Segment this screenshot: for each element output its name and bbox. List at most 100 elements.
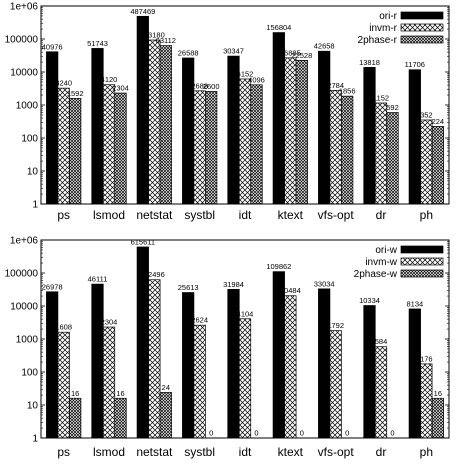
- chart-2-data-label-ori-w-idt: 31984: [223, 280, 244, 289]
- chart-1-legend-swatch-invm-r: [400, 23, 444, 32]
- chart-1-bar-invm-r-idt: [238, 78, 252, 205]
- chart-2-bar-invm-w-systbl: [193, 324, 206, 439]
- chart-1-bar-2phase-r-ph: [431, 126, 444, 205]
- chart-bottom-write: 1 10 100 1000 10000 100000 1e+06 26978 1608 16 ps 4…: [5, 236, 450, 459]
- chart-1-data-label-2phase-r-ps: 1592: [67, 89, 84, 98]
- chart-1-data-label-2phase-r-systbl: 2600: [203, 82, 220, 91]
- chart-1-xtick-label: ps: [57, 208, 70, 222]
- chart-2-ytick-label: 1000: [16, 335, 39, 346]
- chart-1-ytick-label: 1000: [16, 101, 39, 112]
- chart-2-data-label-ori-w-systbl: 25613: [178, 283, 199, 292]
- chart-2-legend-swatch-ori-w: [400, 245, 444, 254]
- chart-1-data-label-ori-r-ps: 40976: [42, 42, 63, 51]
- chart-1-ytick-label: 100000: [5, 35, 39, 46]
- chart-2-data-label-invm-w-ph: 176: [420, 354, 433, 363]
- chart-2-bar-ori-w-systbl: [182, 292, 195, 439]
- chart-1-bar-ori-r-dr: [363, 67, 376, 205]
- chart-1-bar-ori-r-systbl: [182, 57, 195, 205]
- chart-1-data-label-ori-r-dr: 13818: [359, 58, 380, 67]
- chart-2-data-label-2phase-w-ps: 16: [71, 389, 79, 398]
- chart-2-data-label-ori-w-dr: 10334: [359, 296, 380, 305]
- chart-1-data-label-invm-r-ktext: 26885: [280, 48, 301, 57]
- chart-2-xtick-label: vfs-opt: [318, 445, 355, 459]
- chart-1-xtick-label: vfs-opt: [318, 208, 355, 222]
- chart-1-data-label-ori-r-systbl: 26588: [178, 48, 199, 57]
- chart-1-bar-ori-r-vfs-opt: [318, 50, 331, 205]
- chart-1-bar-2phase-r-systbl: [205, 90, 218, 205]
- chart-2-legend-label-2phase-w: 2phase-w: [354, 269, 398, 280]
- chart-1-bar-invm-r-netstat: [148, 39, 161, 205]
- chart-1-xtick-label: systbl: [184, 208, 215, 222]
- chart-1-data-label-ori-r-netstat: 487469: [130, 7, 155, 16]
- chart-2-bar-ori-w-vfs-opt: [318, 288, 331, 439]
- chart-1-ytick-label: 10000: [10, 68, 38, 79]
- chart-2-bar-invm-w-dr: [374, 346, 388, 439]
- chart-2-ytick-label: 100000: [5, 269, 39, 280]
- chart-2-data-label-ori-w-ktext: 109862: [266, 262, 291, 271]
- chart-2-data-label-2phase-w-vfs-opt: 0: [345, 429, 349, 438]
- chart-1-bar-2phase-r-dr: [386, 112, 399, 205]
- chart-2-xtick-label: dr: [376, 445, 387, 459]
- chart-1-bar-ori-r-ph: [408, 69, 421, 205]
- chart-1-plot-frame: [40, 5, 450, 205]
- chart-1-bar-2phase-r-ps: [69, 97, 82, 205]
- chart-1-bar-2phase-r-ktext: [295, 60, 308, 205]
- chart-2-data-label-2phase-w-ph: 16: [434, 389, 442, 398]
- chart-1-data-label-2phase-r-dr: 592: [386, 103, 399, 112]
- chart-2-bar-invm-w-idt: [238, 318, 252, 439]
- chart-2-xtick-label: ps: [57, 445, 70, 459]
- chart-2-data-label-invm-w-ktext: 20484: [280, 286, 301, 295]
- chart-1-xtick-label: ph: [420, 208, 433, 222]
- chart-1-bar-ori-r-ktext: [272, 32, 285, 205]
- chart-1-data-label-2phase-r-idt: 4096: [248, 75, 265, 84]
- chart-2-data-label-2phase-w-netstat: 24: [162, 383, 170, 392]
- chart-2-legend-label-ori-w: ori-w: [375, 245, 397, 256]
- chart-2-data-label-2phase-w-dr: 0: [390, 429, 394, 438]
- chart-1-data-label-ori-r-vfs-opt: 42658: [314, 42, 335, 51]
- chart-1-data-label-2phase-r-vfs-opt: 1856: [339, 87, 356, 96]
- chart-2-bar-invm-w-ph: [420, 363, 433, 439]
- chart-1-data-label-2phase-r-ktext: 22528: [291, 51, 312, 60]
- chart-2-data-label-ori-w-ph: 8134: [406, 299, 423, 308]
- chart-1-bar-2phase-r-vfs-opt: [341, 95, 354, 205]
- chart-2-bar-2phase-w-ph: [431, 397, 444, 439]
- chart-1-xtick-label: netstat: [136, 208, 173, 222]
- chart-1-data-label-invm-r-netstat: 93180: [144, 31, 165, 40]
- chart-2-bar-invm-w-ktext: [284, 295, 297, 439]
- chart-2-bar-2phase-w-ps: [69, 397, 82, 439]
- chart-2-bar-invm-w-vfs-opt: [329, 330, 342, 439]
- chart-2-bar-invm-w-lsmod: [102, 326, 116, 439]
- chart-2-data-label-2phase-w-lsmod: 16: [116, 389, 124, 398]
- chart-2-bar-ori-w-ps: [46, 291, 59, 439]
- chart-2-legend-swatch-2phase-w: [400, 269, 444, 278]
- chart-2-data-label-ori-w-lsmod: 46111: [88, 275, 108, 284]
- chart-2-legend-label-invm-w: invm-w: [365, 257, 397, 268]
- chart-2-data-label-ori-w-netstat: 615611: [131, 237, 155, 246]
- chart-2-data-label-2phase-w-systbl: 0: [209, 429, 213, 438]
- chart-1-data-label-invm-r-dr: 1152: [373, 93, 389, 102]
- chart-1-legend-label-2phase-r: 2phase-r: [358, 35, 398, 46]
- chart-1-legend-swatch-2phase-r: [400, 35, 444, 44]
- chart-2-data-label-2phase-w-idt: 0: [254, 429, 258, 438]
- chart-2-data-label-ori-w-ps: 26978: [42, 282, 63, 291]
- chart-1-data-label-ori-r-ktext: 156804: [266, 23, 291, 32]
- chart-1-bar-invm-r-ps: [57, 87, 70, 205]
- chart-2-bar-invm-w-netstat: [148, 279, 161, 439]
- chart-2-ytick-label: 100: [21, 368, 38, 379]
- chart-1-data-label-invm-r-systbl: 2688: [191, 81, 208, 90]
- chart-1-xtick-label: dr: [376, 208, 387, 222]
- chart-1-bar-2phase-r-lsmod: [114, 92, 127, 205]
- chart-2-bar-2phase-w-lsmod: [114, 397, 127, 439]
- chart-1-xtick-label: lsmod: [93, 208, 125, 222]
- chart-2-bar-invm-w-ps: [57, 331, 70, 439]
- chart-2-ytick-label: 10: [27, 401, 39, 412]
- chart-1-data-label-2phase-r-netstat: 63112: [156, 36, 176, 45]
- chart-1-data-label-ori-r-ph: 11706: [405, 60, 425, 69]
- chart-1-bar-invm-r-lsmod: [102, 84, 116, 205]
- chart-2-xtick-label: lsmod: [93, 445, 125, 459]
- chart-1-data-label-invm-r-vfs-opt: 2784: [327, 81, 344, 90]
- chart-2-bar-ori-w-ktext: [272, 271, 285, 439]
- chart-1-ytick-label: 1: [32, 200, 38, 211]
